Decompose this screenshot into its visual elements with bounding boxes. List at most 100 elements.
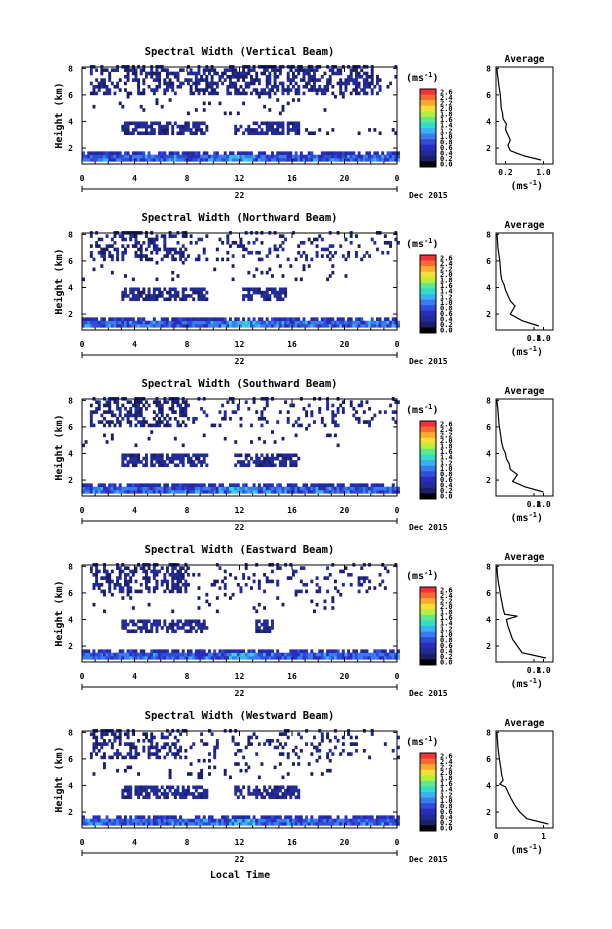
- heatmap-cell: [158, 788, 162, 793]
- unit-exp: -1: [529, 179, 537, 187]
- heatmap-cell: [250, 324, 253, 328]
- heatmap-cell: [376, 320, 379, 325]
- heatmap-cell: [252, 78, 256, 82]
- heatmap-cell: [121, 456, 125, 461]
- x-tick-label: 20: [340, 838, 350, 847]
- heatmap-cell: [150, 483, 154, 487]
- heatmap-cell: [297, 124, 301, 129]
- heatmap-cell: [110, 818, 114, 823]
- heatmap-cell: [244, 294, 248, 298]
- heatmap-cell: [236, 815, 240, 819]
- colorbar-swatch: [420, 437, 436, 444]
- heatmap-cell: [265, 121, 269, 126]
- heatmap-cell: [171, 410, 175, 414]
- heatmap-cell: [339, 752, 343, 756]
- heatmap-cell: [320, 247, 324, 252]
- heatmap-cell: [276, 818, 280, 823]
- heatmap-cell: [108, 483, 112, 487]
- heatmap-cell: [263, 629, 267, 634]
- heatmap-cell: [134, 416, 138, 421]
- heatmap-cell: [265, 124, 269, 129]
- heatmap-cell: [84, 317, 88, 321]
- heatmap-cell: [284, 287, 288, 292]
- heatmap-cell: [121, 104, 125, 109]
- heatmap-cell: [213, 748, 217, 753]
- unit-base: (ms: [406, 73, 424, 84]
- y-tick-label: 8: [68, 396, 73, 405]
- heatmap-cell: [339, 81, 343, 86]
- heatmap-cell: [294, 483, 298, 487]
- heatmap-cell: [349, 656, 353, 660]
- heatmap-cell: [181, 151, 185, 155]
- heatmap-cell: [260, 762, 264, 766]
- heatmap-cell: [160, 785, 164, 790]
- heatmap-cell: [100, 486, 104, 491]
- heatmap-cell: [276, 649, 280, 653]
- heatmap-cell: [158, 400, 162, 404]
- heatmap-cell: [347, 490, 351, 494]
- heatmap-cell: [176, 423, 180, 428]
- heatmap-cell: [137, 124, 141, 129]
- heatmap-cell: [208, 758, 211, 763]
- heatmap-cell: [257, 486, 261, 491]
- heatmap-cell: [242, 576, 246, 580]
- heatmap-cell: [276, 788, 280, 793]
- heatmap-cell: [124, 486, 127, 491]
- heatmap-cell: [265, 649, 269, 653]
- heatmap-cell: [131, 320, 135, 325]
- heatmap-cell: [318, 815, 322, 819]
- heatmap-cell: [147, 792, 151, 796]
- heatmap-cell: [326, 400, 330, 404]
- heatmap-cell: [194, 815, 198, 819]
- heatmap-cell: [278, 815, 282, 819]
- colorbar-swatch: [420, 614, 436, 621]
- heatmap-cell: [108, 254, 112, 258]
- heatmap-cell: [257, 626, 261, 630]
- heatmap-cell: [252, 287, 256, 292]
- heatmap-cell: [168, 622, 172, 627]
- heatmap-cell: [184, 818, 188, 823]
- heatmap-cell: [278, 124, 282, 129]
- heatmap-cell: [326, 656, 330, 660]
- heatmap-cell: [355, 317, 358, 321]
- heatmap-cell: [326, 822, 330, 826]
- heatmap-cell: [376, 486, 379, 491]
- heatmap-cell: [160, 463, 164, 468]
- heatmap-cell: [118, 738, 122, 743]
- heatmap-cell: [284, 237, 288, 242]
- heatmap-cell: [231, 71, 235, 76]
- heatmap-cell: [341, 400, 345, 404]
- heatmap-cell: [355, 250, 358, 255]
- heatmap-cell: [137, 752, 141, 756]
- heatmap-cell: [134, 158, 138, 162]
- heatmap-cell: [323, 71, 327, 76]
- heatmap-cell: [299, 78, 303, 82]
- heatmap-cell: [194, 629, 198, 634]
- heatmap-cell: [171, 649, 175, 653]
- heatmap-cell: [334, 490, 337, 494]
- heatmap-cell: [97, 406, 101, 411]
- heatmap-cell: [255, 320, 259, 325]
- heatmap-cell: [108, 652, 112, 657]
- heatmap-cell: [349, 483, 353, 487]
- heatmap-cell: [197, 154, 201, 159]
- heatmap-cell: [137, 453, 141, 458]
- heatmap-cell: [100, 818, 104, 823]
- heatmap-cell: [145, 486, 148, 491]
- heatmap-cell: [121, 254, 125, 258]
- heatmap-cell: [100, 320, 104, 325]
- heatmap-cell: [271, 287, 274, 292]
- heatmap-cell: [131, 818, 135, 823]
- heatmap-cell: [189, 649, 193, 653]
- heatmap-cell: [97, 154, 101, 159]
- heatmap-cell: [158, 815, 162, 819]
- heatmap-cell: [181, 822, 185, 826]
- heatmap-cell: [323, 486, 327, 491]
- heatmap-cell: [331, 254, 335, 258]
- heatmap-cell: [336, 443, 340, 448]
- heatmap-cell: [265, 403, 269, 408]
- heatmap-cell: [82, 822, 85, 826]
- heatmap-cell: [268, 247, 272, 252]
- heatmap-cell: [176, 274, 180, 278]
